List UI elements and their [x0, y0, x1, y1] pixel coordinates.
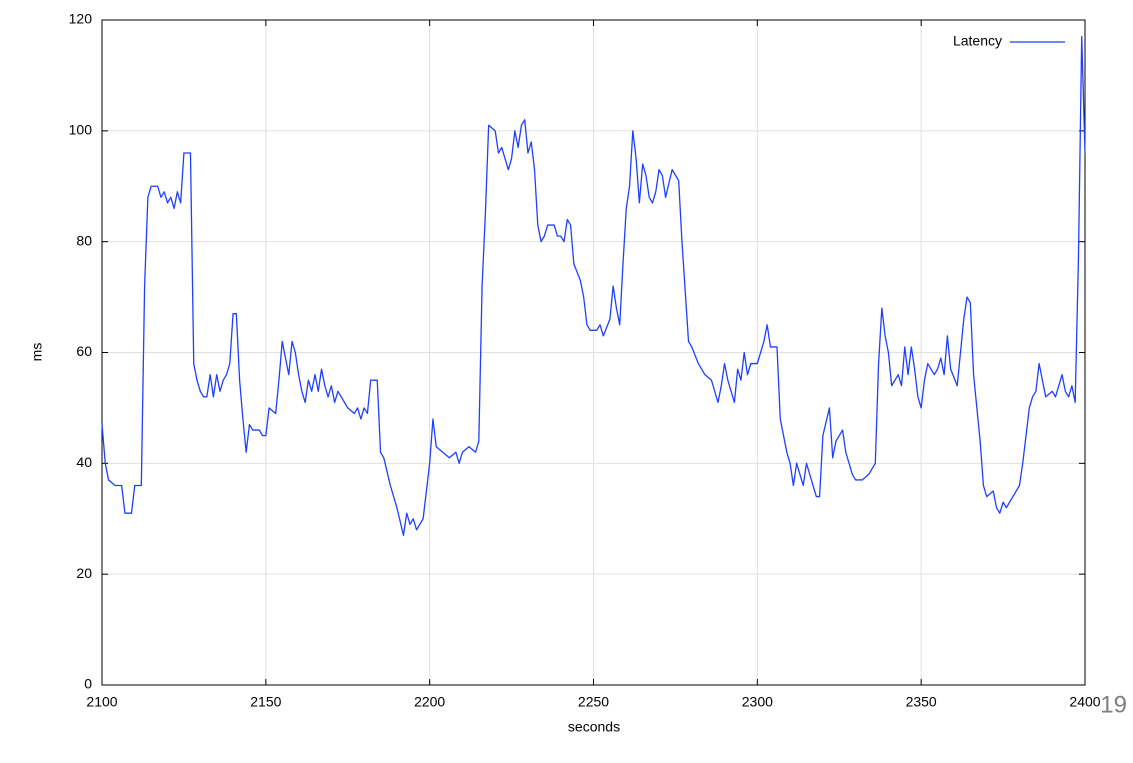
y-tick-label: 0: [84, 676, 92, 692]
data-line: [101, 35, 1086, 537]
y-tick-label: 20: [76, 565, 92, 581]
x-tick-label: 2250: [578, 694, 609, 710]
x-tick-label: 2150: [250, 694, 281, 710]
x-tick-label: 2300: [742, 694, 773, 710]
x-tick-label: 2200: [414, 694, 445, 710]
plot-frame: [101, 19, 1086, 686]
y-tick-label: 40: [76, 454, 92, 470]
y-tick-label: 60: [76, 343, 92, 359]
y-tick-label: 100: [69, 122, 93, 138]
page-number: 19: [1100, 691, 1127, 718]
legend-label: Latency: [953, 33, 1002, 49]
x-tick-label: 2100: [86, 694, 117, 710]
x-axis-label: seconds: [568, 719, 620, 735]
y-axis-label: ms: [29, 343, 45, 362]
y-tick-label: 120: [69, 11, 93, 27]
x-tick-label: 2400: [1069, 694, 1100, 710]
y-tick-label: 80: [76, 232, 92, 248]
x-tick-label: 2350: [906, 694, 937, 710]
